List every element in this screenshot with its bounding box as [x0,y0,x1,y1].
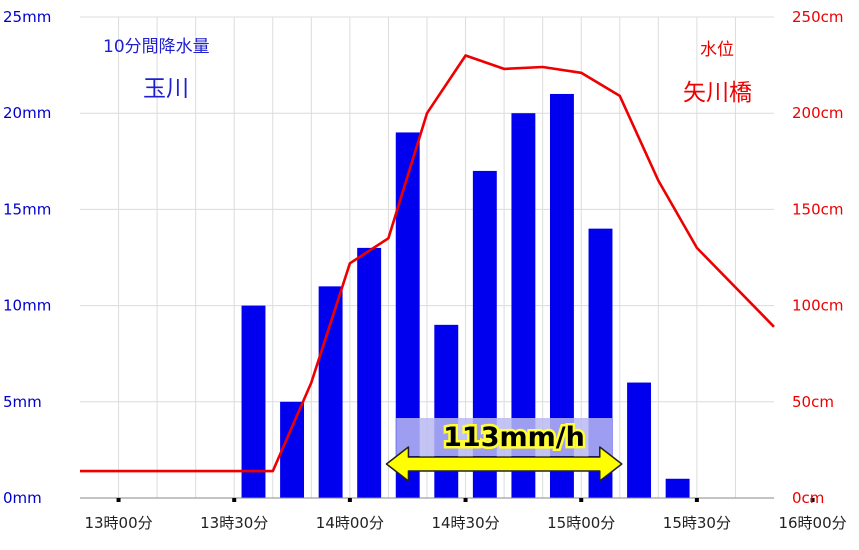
x-tick-label: 16時00分 [778,514,846,532]
rain-bar [665,478,690,498]
level-station-name: 矢川橋 [683,80,752,106]
rain-bar [549,93,574,499]
rain-bar [395,132,420,498]
x-tick-label: 15時30分 [663,514,731,532]
grid-lines [80,16,774,498]
y-right-tick-label: 50cm [792,393,834,411]
rain-bar [318,286,343,498]
rain-series-title: 10分間降水量 [103,37,210,57]
total-rain-label: 113mm/h [443,422,585,453]
x-tick-label: 13時00分 [84,514,152,532]
y-left-tick-label: 5mm [3,393,42,411]
rain-bar [357,247,382,498]
y-left-tick-label: 10mm [3,297,51,315]
total-rain-highlight [396,418,613,456]
water-level-series [80,54,775,473]
x-axis: 13時00分 13時30分 14時00分 14時30分 15時00分 15時30分 16時0… [80,497,847,532]
y-right-tick-label: 100cm [792,297,844,315]
total-rain-arrow-shape [385,446,623,482]
x-tick-mark [116,498,121,502]
x-tick-label: 13時30分 [200,514,268,532]
x-tick-label: 15時00分 [547,514,615,532]
y-right-tick-label: 200cm [792,104,844,122]
rain-bar [472,170,497,499]
total-rain-arrow [385,446,623,482]
y-right-tick-label: 150cm [792,200,844,218]
level-series-title: 水位 [700,40,734,60]
y-axis-right: 0cm 50cm 100cm 150cm 200cm 250cm [792,8,844,507]
x-tick-label: 14時00分 [316,514,384,532]
y-axis-left: 0mm 5mm 10mm 15mm 20mm 25mm [3,8,51,507]
rain-bar [511,113,536,498]
x-tick-mark [810,498,815,502]
rain-bar [434,324,459,498]
x-tick-mark [347,498,352,502]
water-level-line [80,54,775,473]
rain-station-name: 玉川 [143,76,189,102]
x-tick-mark [694,498,699,502]
y-right-tick-label: 250cm [792,8,844,26]
rain-bars [241,93,690,499]
x-tick-mark [232,498,237,502]
y-left-tick-label: 25mm [3,8,51,26]
rain-bar [280,401,305,498]
x-tick-mark [463,498,468,502]
y-left-tick-label: 0mm [3,489,42,507]
y-right-tick-label: 0cm [792,489,824,507]
y-left-tick-label: 20mm [3,104,51,122]
y-left-tick-label: 15mm [3,200,51,218]
x-tick-mark [579,498,584,502]
x-tick-label: 14時30分 [431,514,499,532]
rain-bar [241,305,266,498]
rain-bar [627,382,652,498]
total-rain-highlight-box [396,418,613,456]
